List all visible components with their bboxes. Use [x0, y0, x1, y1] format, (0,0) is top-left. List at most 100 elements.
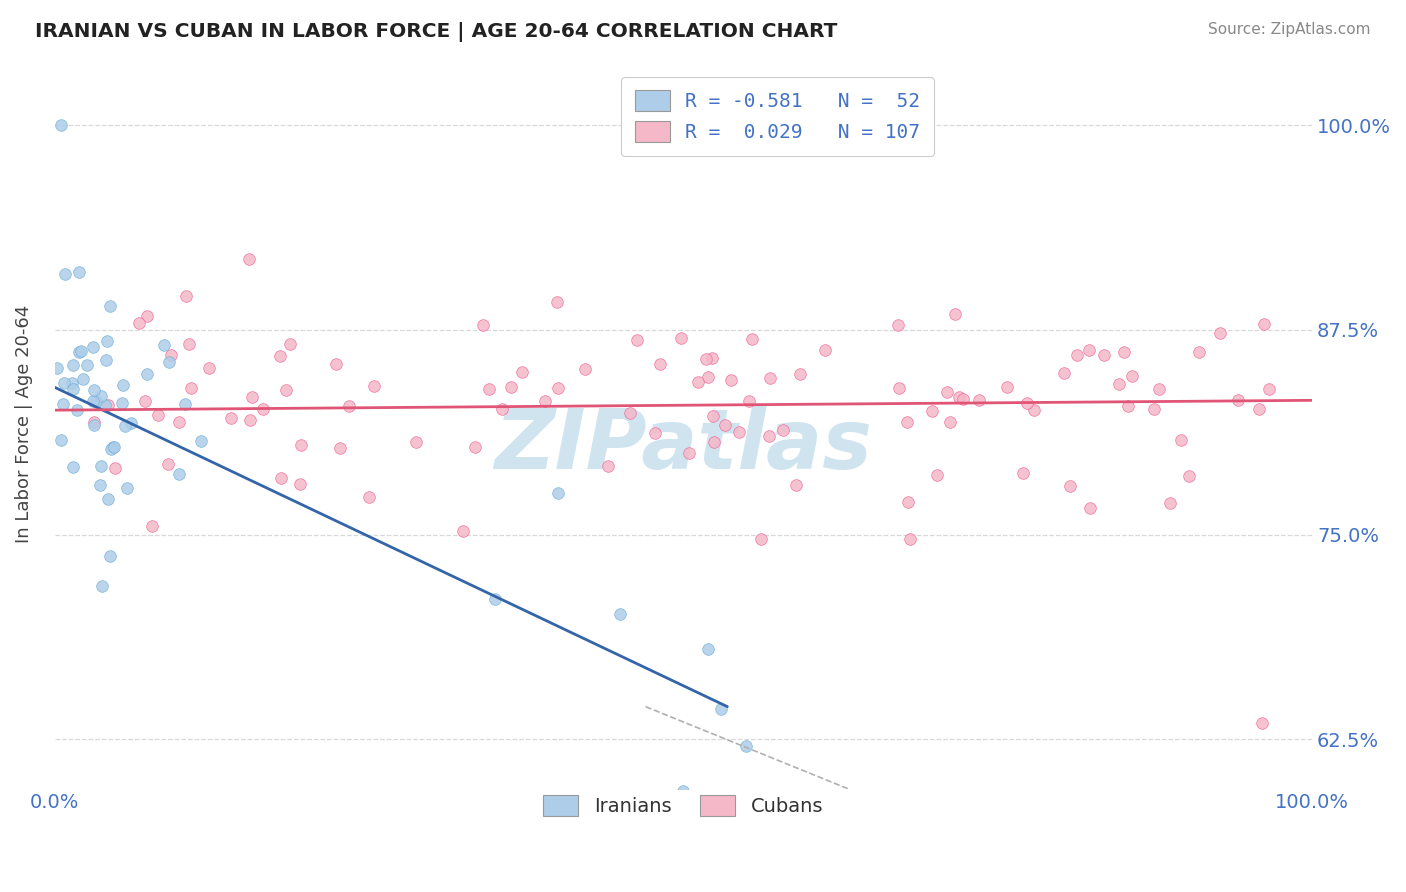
Point — [1112, 345, 1135, 359]
Point — [1249, 402, 1271, 417]
Point — [91, 579, 114, 593]
Point — [278, 336, 301, 351]
Point — [938, 415, 960, 429]
Point — [759, 371, 782, 385]
Point — [62, 460, 84, 475]
Point — [1188, 345, 1211, 359]
Point — [1121, 368, 1143, 383]
Point — [90, 458, 112, 473]
Point — [1012, 467, 1035, 481]
Point — [700, 351, 723, 365]
Point — [120, 417, 142, 431]
Point — [609, 607, 631, 621]
Point — [1066, 348, 1088, 362]
Point — [83, 417, 105, 432]
Point — [1178, 469, 1201, 483]
Point — [100, 442, 122, 457]
Point — [83, 415, 105, 429]
Point — [238, 252, 260, 266]
Point — [83, 383, 105, 397]
Point — [547, 485, 569, 500]
Point — [921, 404, 943, 418]
Point — [52, 397, 75, 411]
Point — [648, 357, 671, 371]
Point — [46, 361, 69, 376]
Point — [141, 519, 163, 533]
Point — [547, 381, 569, 395]
Point — [703, 434, 725, 449]
Point — [478, 382, 501, 396]
Point — [82, 394, 104, 409]
Point — [710, 702, 733, 716]
Point — [94, 398, 117, 412]
Point — [274, 384, 297, 398]
Point — [887, 381, 910, 395]
Point — [619, 406, 641, 420]
Point — [173, 397, 195, 411]
Point — [157, 355, 180, 369]
Point — [464, 440, 486, 454]
Text: IRANIAN VS CUBAN IN LABOR FORCE | AGE 20-64 CORRELATION CHART: IRANIAN VS CUBAN IN LABOR FORCE | AGE 20… — [35, 22, 838, 42]
Point — [943, 307, 966, 321]
Point — [51, 118, 73, 132]
Point — [697, 370, 720, 384]
Point — [197, 360, 219, 375]
Point — [1209, 326, 1232, 340]
Point — [1118, 399, 1140, 413]
Point — [499, 379, 522, 393]
Point — [157, 457, 180, 471]
Point — [60, 376, 83, 391]
Point — [1143, 401, 1166, 416]
Point — [697, 641, 720, 656]
Y-axis label: In Labor Force | Age 20-64: In Labor Force | Age 20-64 — [15, 305, 32, 543]
Point — [534, 393, 557, 408]
Text: Source: ZipAtlas.com: Source: ZipAtlas.com — [1208, 22, 1371, 37]
Point — [1257, 382, 1279, 396]
Point — [62, 358, 84, 372]
Point — [510, 365, 533, 379]
Point — [239, 413, 262, 427]
Point — [190, 434, 212, 449]
Point — [76, 358, 98, 372]
Point — [598, 459, 620, 474]
Point — [82, 340, 104, 354]
Point — [146, 409, 169, 423]
Point — [484, 591, 506, 606]
Point — [574, 361, 596, 376]
Point — [727, 425, 749, 439]
Point — [669, 331, 692, 345]
Point — [1077, 343, 1099, 357]
Point — [219, 410, 242, 425]
Point — [242, 390, 264, 404]
Point — [995, 379, 1018, 393]
Point — [626, 334, 648, 348]
Point — [84, 393, 107, 408]
Point — [90, 389, 112, 403]
Point — [94, 353, 117, 368]
Point — [785, 477, 807, 491]
Point — [252, 402, 274, 417]
Point — [89, 478, 111, 492]
Point — [678, 446, 700, 460]
Point — [160, 348, 183, 362]
Point — [720, 373, 742, 387]
Point — [735, 739, 758, 753]
Point — [887, 318, 910, 333]
Point — [111, 396, 134, 410]
Point — [1059, 479, 1081, 493]
Point — [97, 398, 120, 412]
Point — [948, 390, 970, 404]
Point — [62, 382, 84, 396]
Point — [451, 524, 474, 538]
Point — [772, 423, 794, 437]
Point — [1078, 501, 1101, 516]
Point — [270, 471, 292, 485]
Point — [936, 385, 959, 400]
Point — [136, 310, 159, 324]
Point — [758, 429, 780, 443]
Point — [290, 438, 312, 452]
Point — [98, 549, 121, 563]
Point — [359, 491, 381, 505]
Point — [328, 441, 350, 455]
Point — [66, 403, 89, 417]
